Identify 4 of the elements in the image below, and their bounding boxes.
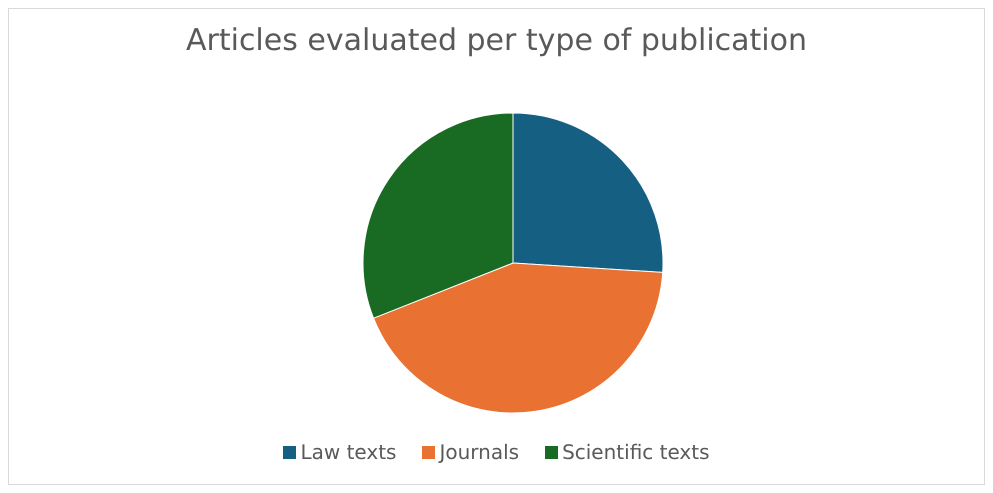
legend-label: Scientific texts	[562, 440, 710, 464]
legend-label: Journals	[439, 440, 520, 464]
chart-title: Articles evaluated per type of publication	[184, 23, 808, 60]
legend-label: Law texts	[300, 440, 396, 464]
